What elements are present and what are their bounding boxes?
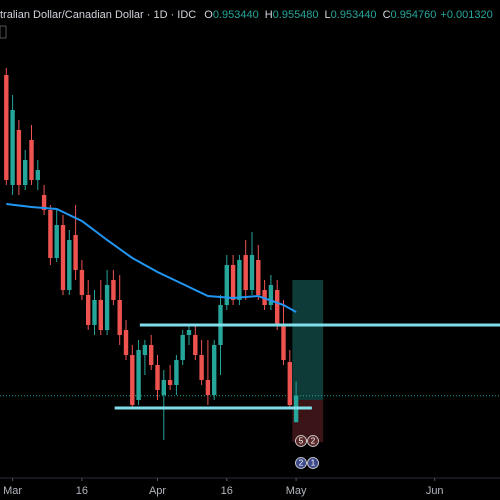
header: tralian Dollar/Canadian Dollar · 1D · ID… [0, 9, 493, 21]
candle-body [67, 240, 72, 290]
candle-body [268, 285, 274, 305]
ohlc-key: C [383, 9, 391, 21]
candle-body [54, 225, 59, 258]
event-marker [307, 435, 319, 447]
symbol-title: tralian Dollar/Canadian Dollar · 1D · ID… [0, 9, 196, 21]
candle-body [174, 360, 179, 385]
x-tick-label: Apr [149, 485, 166, 497]
candle-body [212, 345, 217, 395]
candle-body [237, 260, 242, 300]
candle-body [10, 110, 15, 185]
candle-body [123, 330, 129, 355]
event-marker [295, 457, 307, 469]
candle-body [130, 355, 135, 405]
candle-body [4, 75, 9, 180]
candle-body [287, 362, 292, 405]
candle-body [35, 170, 40, 180]
x-tick-label: Jun [426, 485, 444, 497]
ohlc-value: 0.953440 [331, 9, 377, 21]
event-count: 1 [311, 459, 316, 468]
candle-body [186, 330, 192, 335]
candle-body [92, 300, 97, 325]
candle-body [142, 345, 148, 355]
candle-body [281, 325, 286, 360]
candle-body [199, 355, 204, 380]
ohlc-value: 0.953440 [213, 9, 259, 21]
event-count: 2 [311, 437, 316, 446]
candle-body [180, 335, 185, 360]
candle-body [79, 270, 85, 295]
candle-body [249, 255, 255, 290]
candle-body [205, 380, 211, 395]
event-marker [307, 457, 319, 469]
candle-body [98, 300, 103, 330]
candle-body [149, 345, 154, 365]
ohlc-key: L [325, 9, 331, 21]
candle-body [104, 285, 110, 330]
candle-body [167, 380, 173, 385]
candle-body [275, 290, 280, 325]
candle-body [60, 225, 66, 290]
candle-body [161, 380, 166, 395]
event-count: 5 [299, 437, 304, 446]
candle-body [73, 235, 78, 270]
candle-body [86, 295, 91, 325]
ohlc-key: O [204, 9, 213, 21]
ohlc-value: 0.954760 [391, 9, 437, 21]
x-tick-label: May [286, 485, 307, 497]
change: +0.001320 [440, 9, 492, 21]
candle-body [117, 300, 122, 335]
moving-average [6, 203, 297, 313]
x-tick-label: 16 [76, 485, 88, 497]
position-target-zone [292, 280, 324, 400]
candle-body [16, 130, 22, 185]
candle-body [256, 260, 261, 295]
candle-body [230, 265, 236, 300]
candle-body [224, 265, 229, 305]
event-marker [295, 435, 307, 447]
x-tick-label: Mar [3, 485, 22, 497]
candle-body [111, 280, 116, 300]
candle-body [48, 210, 53, 258]
candle-body [29, 140, 34, 180]
ohlc-value: 0.955480 [273, 9, 319, 21]
candle-body [155, 365, 160, 390]
collapse-button[interactable] [0, 25, 7, 39]
candle-body [136, 350, 141, 400]
candle-body [41, 195, 47, 210]
candle-body [193, 335, 198, 355]
event-count: 2 [299, 459, 304, 468]
candle-body [23, 160, 28, 185]
candle-body [243, 255, 248, 290]
x-tick-label: 16 [221, 485, 233, 497]
plot-area [0, 68, 500, 442]
ohlc-key: H [265, 9, 273, 21]
